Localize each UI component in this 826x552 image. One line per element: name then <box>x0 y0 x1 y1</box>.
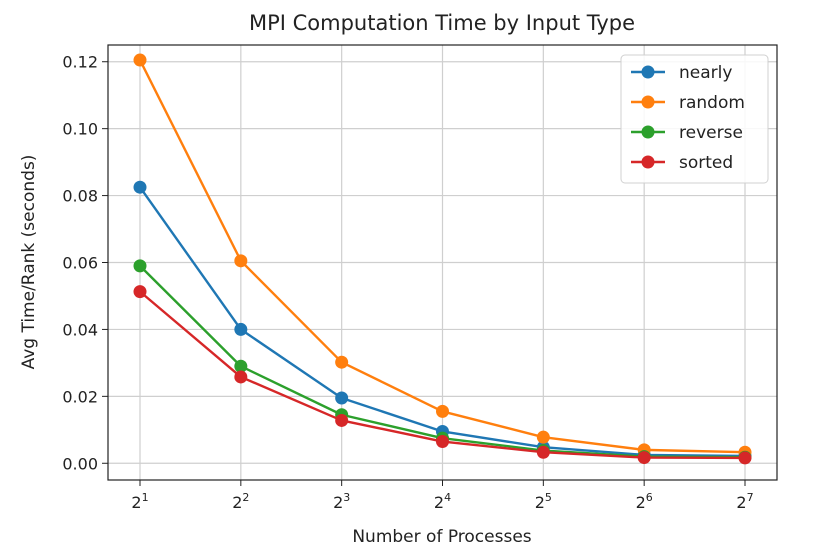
legend-item-random: random <box>631 93 745 113</box>
y-axis-label: Avg Time/Rank (seconds) <box>19 155 39 370</box>
y-tick-label: 0.10 <box>62 120 98 139</box>
y-tick-label: 0.02 <box>62 387 98 406</box>
x-tick-base: 2 <box>434 493 444 512</box>
y-tick-label: 0.08 <box>62 187 98 206</box>
x-tick-label: 26 <box>636 491 653 512</box>
data-point-nearly <box>335 391 349 405</box>
x-tick-exponent: 5 <box>545 491 552 504</box>
legend-marker <box>641 95 655 109</box>
x-tick-label: 21 <box>131 491 148 512</box>
data-point-nearly <box>133 180 147 194</box>
legend-marker <box>641 125 655 139</box>
legend: nearly random reverse sorted <box>620 54 769 184</box>
data-point-sorted <box>637 451 651 465</box>
x-tick-base: 2 <box>131 493 141 512</box>
data-point-sorted <box>436 435 449 449</box>
data-point-random <box>436 404 449 418</box>
data-point-random <box>234 254 248 268</box>
x-tick-label: 23 <box>333 491 350 512</box>
y-tick-label: 0.06 <box>62 254 98 273</box>
x-axis: 21 22 23 24 25 26 27 <box>131 480 754 512</box>
series-random <box>133 53 752 459</box>
data-point-nearly <box>234 322 248 336</box>
series-layer <box>133 53 752 465</box>
legend-label: reverse <box>679 123 743 143</box>
data-point-sorted <box>738 451 752 465</box>
legend-marker <box>641 65 655 79</box>
x-tick-base: 2 <box>232 493 242 512</box>
x-tick-label: 25 <box>535 491 552 512</box>
legend-label: nearly <box>679 63 732 83</box>
data-point-sorted <box>536 445 550 459</box>
x-tick-exponent: 2 <box>242 491 249 504</box>
legend-box <box>620 54 769 184</box>
series-sorted <box>133 285 752 465</box>
y-tick-label: 0.00 <box>62 454 98 473</box>
x-tick-exponent: 4 <box>444 491 451 504</box>
y-tick-label: 0.12 <box>62 53 98 72</box>
x-tick-base: 2 <box>535 493 545 512</box>
y-tick-label: 0.04 <box>62 320 98 339</box>
y-axis: 0.00 0.02 0.04 0.06 0.08 0.10 0.12 <box>62 53 108 473</box>
x-tick-base: 2 <box>736 493 746 512</box>
x-tick-base: 2 <box>636 493 646 512</box>
data-point-sorted <box>133 285 147 299</box>
chart-title: MPI Computation Time by Input Type <box>249 11 635 35</box>
data-point-sorted <box>335 413 349 427</box>
x-tick-exponent: 7 <box>747 491 754 504</box>
data-point-reverse <box>234 359 248 373</box>
x-axis-label: Number of Processes <box>352 527 531 547</box>
legend-item-reverse: reverse <box>631 123 743 143</box>
legend-label: random <box>679 93 745 113</box>
x-tick-base: 2 <box>333 493 343 512</box>
data-point-random <box>133 53 147 67</box>
grid <box>108 45 777 480</box>
data-point-random <box>335 355 349 369</box>
legend-item-sorted: sorted <box>631 153 733 173</box>
legend-label: sorted <box>679 153 733 173</box>
data-point-reverse <box>133 259 147 273</box>
data-point-sorted <box>234 370 248 384</box>
x-tick-exponent: 6 <box>646 491 653 504</box>
x-tick-label: 22 <box>232 491 249 512</box>
x-tick-label: 24 <box>434 491 451 512</box>
legend-marker <box>641 155 655 169</box>
x-tick-exponent: 3 <box>343 491 350 504</box>
data-point-random <box>536 430 550 444</box>
x-tick-label: 27 <box>736 491 753 512</box>
x-tick-exponent: 1 <box>142 491 149 504</box>
legend-item-nearly: nearly <box>631 63 732 83</box>
